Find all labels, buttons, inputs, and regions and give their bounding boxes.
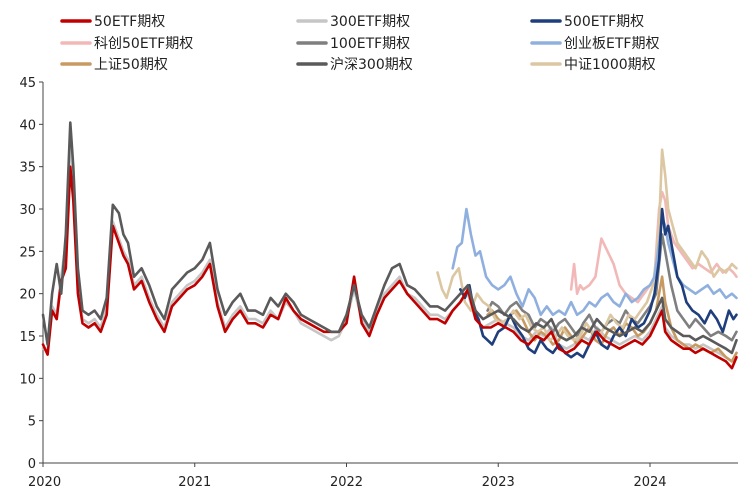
y-tick-label: 15 — [19, 330, 36, 345]
series-line-7 — [41, 165, 738, 370]
legend-item: 500ETF期权 — [530, 14, 644, 30]
legend-item: 沪深300期权 — [296, 57, 413, 73]
legend-label: 500ETF期权 — [564, 14, 644, 30]
series-line-8 — [41, 121, 738, 355]
legend-label: 科创50ETF期权 — [94, 36, 193, 52]
legend-item: 50ETF期权 — [60, 14, 165, 30]
legend-label: 100ETF期权 — [330, 36, 410, 52]
series-line-4 — [436, 148, 738, 342]
x-tick-label: 2021 — [178, 475, 211, 490]
series-line-5 — [451, 207, 738, 317]
legend-item: 中证1000期权 — [530, 57, 656, 73]
legend-label: 创业板ETF期权 — [564, 36, 659, 52]
legend-item: 300ETF期权 — [296, 14, 410, 30]
legend-label: 沪深300期权 — [330, 57, 413, 73]
legend-item: 100ETF期权 — [296, 36, 410, 52]
y-tick-label: 5 — [28, 415, 36, 430]
legend-item: 科创50ETF期权 — [60, 36, 193, 52]
series-line-0 — [41, 135, 738, 363]
y-tick-label: 40 — [19, 118, 36, 133]
legend-label: 中证1000期权 — [564, 57, 656, 73]
x-tick-label: 2022 — [330, 475, 363, 490]
y-tick-label: 20 — [19, 288, 36, 303]
y-tick-label: 0 — [28, 457, 36, 472]
legend-label: 50ETF期权 — [94, 14, 165, 30]
plot-area — [41, 121, 738, 370]
series-line-6 — [458, 207, 738, 359]
axes: 0 5 10 15 20 25 30 35 40 45 2020 2021 2022 2023 2024 — [19, 76, 738, 490]
legend-item: 上证50期权 — [60, 57, 168, 73]
x-tick-label: 2024 — [633, 475, 666, 490]
y-tick-label: 35 — [19, 161, 36, 176]
y-tick-label: 10 — [19, 372, 36, 387]
x-tick-label: 2020 — [28, 475, 61, 490]
x-tick-label: 2023 — [482, 475, 515, 490]
y-tick-label: 45 — [19, 76, 36, 91]
legend-label: 300ETF期权 — [330, 14, 410, 30]
y-tick-label: 25 — [19, 245, 36, 260]
legend-item: 创业板ETF期权 — [530, 36, 659, 52]
y-tick-label: 30 — [19, 203, 36, 218]
series-line-1 — [486, 233, 738, 342]
legend-label: 上证50期权 — [94, 57, 168, 73]
